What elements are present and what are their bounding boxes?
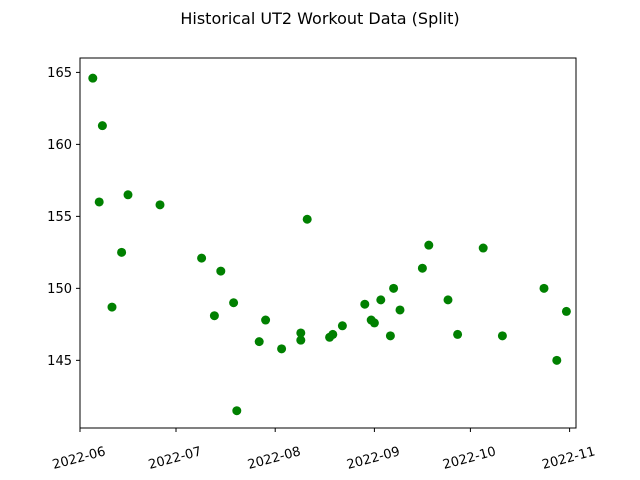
data-point [97,121,107,131]
data-point [277,344,287,354]
y-tick-label: 145 [47,354,72,369]
data-point [443,295,453,305]
data-point [360,299,370,309]
y-tick-label: 150 [47,282,72,297]
data-point [376,295,386,305]
x-axis: 2022-06 2022-07 2022-08 2022-09 2022-10 2022-… [51,428,597,473]
data-point [539,283,549,293]
chart-title: Historical UT2 Workout Data (Split) [180,9,459,28]
data-point [478,243,488,253]
data-point [497,331,507,341]
plot-area-frame [79,57,577,429]
data-point [337,321,347,331]
x-tick-label: 2022-06 [51,444,107,473]
data-point [117,247,127,257]
data-point [424,240,434,250]
x-tick-label: 2022-09 [345,444,401,473]
data-point [417,263,427,273]
data-point [328,329,338,339]
data-point [88,73,98,83]
y-tick-label: 155 [47,210,72,225]
data-point [216,266,226,276]
data-point [107,302,117,312]
data-point [232,406,242,416]
x-tick-label: 2022-10 [441,444,497,473]
data-point [561,306,571,316]
points-layer [88,73,571,416]
data-point [369,318,379,328]
data-point [155,200,165,210]
data-point [254,337,264,347]
y-tick-label: 160 [47,138,72,153]
x-tick-label: 2022-11 [541,444,597,473]
x-tick-label: 2022-07 [147,444,203,473]
x-tick-label: 2022-08 [246,444,302,473]
data-point [261,315,271,325]
data-point [395,305,405,315]
data-point [296,335,306,345]
data-point [453,329,463,339]
data-point [389,283,399,293]
data-point [123,190,133,200]
data-point [296,328,306,338]
y-axis: 145 150 155 160 165 [47,66,80,369]
y-tick-label: 165 [47,66,72,81]
data-point [197,253,207,263]
data-point [302,214,312,224]
data-point [552,355,562,365]
data-point [209,311,219,321]
data-point [229,298,239,308]
data-point [385,331,395,341]
data-point [94,197,104,207]
